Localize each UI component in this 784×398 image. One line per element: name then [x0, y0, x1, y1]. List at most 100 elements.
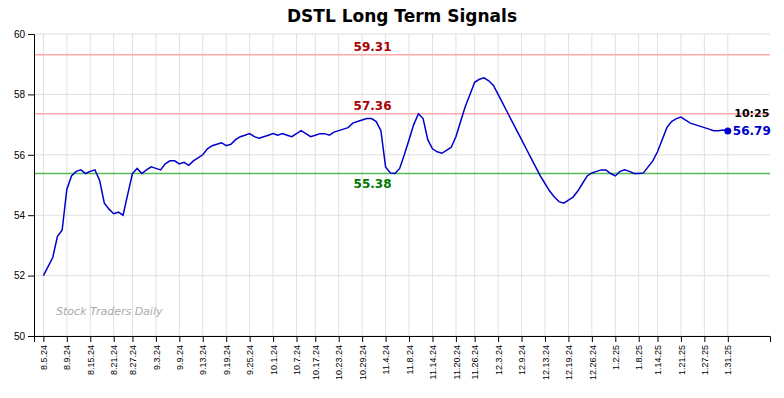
x-tick: 9.19.24: [222, 336, 232, 375]
x-tick-label: 11.20.24: [452, 345, 462, 379]
x-axis-line: [35, 337, 771, 343]
x-tick-label: 12.3.24: [494, 345, 504, 375]
grid-line: [155, 34, 156, 336]
x-tick-mark: [456, 336, 457, 342]
x-tick-label: 1.21.25: [677, 345, 687, 375]
y-tick-mark: [28, 94, 34, 95]
x-tick-label: 10.1.24: [269, 345, 279, 375]
grid-line: [179, 34, 180, 336]
reference-label: 57.36: [354, 99, 392, 113]
grid-line: [43, 34, 44, 336]
grid: [34, 34, 770, 336]
x-tick-label: 1.31.25: [723, 345, 733, 375]
x-tick: 9.25.24: [245, 336, 255, 375]
x-tick: 12.19.24: [564, 336, 574, 380]
x-tick-label: 8.5.24: [39, 345, 49, 370]
grid-line: [638, 34, 639, 336]
y-tick: 50: [14, 331, 34, 342]
x-tick-label: 1.27.25: [700, 345, 710, 375]
x-tick-label: 8.15.24: [86, 345, 96, 375]
x-tick: 1.21.25: [677, 336, 687, 375]
x-tick: 10.17.24: [311, 336, 321, 380]
x-tick: 11.20.24: [452, 336, 462, 379]
reference-line: [34, 113, 770, 115]
chart: Stock Traders Daily8.5.248.9.248.15.248.…: [0, 0, 784, 398]
y-tick-mark: [28, 155, 34, 156]
x-tick: 1.8.25: [634, 336, 644, 370]
x-tick: 11.8.24: [405, 336, 415, 374]
x-tick-label: 9.25.24: [245, 345, 255, 375]
marks: [34, 55, 770, 276]
x-tick-label: 10.29.24: [358, 345, 368, 380]
x-tick-label: 11.14.24: [428, 345, 438, 379]
x-tick-mark: [615, 336, 616, 342]
grid-line: [34, 215, 770, 216]
grid-line: [498, 34, 499, 336]
x-tick: 1.31.25: [723, 336, 733, 375]
grid-line: [727, 34, 728, 336]
y-tick-mark: [28, 276, 34, 277]
x-tick-mark: [657, 336, 658, 342]
y-tick-label: 52: [14, 270, 26, 281]
x-tick: 12.9.24: [517, 336, 527, 375]
grid-line: [113, 34, 114, 336]
x-tick-mark: [704, 336, 705, 342]
x-tick: 1.14.25: [653, 336, 663, 375]
y-axis: 505254565860: [14, 29, 35, 342]
x-tick-mark: [475, 336, 476, 342]
x-tick-mark: [681, 336, 682, 342]
last-point: [724, 127, 731, 134]
x-tick-mark: [545, 336, 546, 342]
x-tick-mark: [250, 336, 251, 342]
x-tick-mark: [362, 336, 363, 342]
reference-line: [34, 54, 770, 56]
x-axis: 8.5.248.9.248.15.248.21.248.27.249.3.249…: [35, 336, 771, 380]
x-tick-label: 12.19.24: [564, 345, 574, 380]
x-tick: 11.14.24: [428, 336, 438, 379]
grid-line: [34, 34, 770, 35]
x-tick: 8.5.24: [39, 336, 49, 370]
y-tick-label: 58: [14, 89, 26, 100]
grid-line: [704, 34, 705, 336]
title: DSTL Long Term Signals: [287, 6, 517, 26]
x-tick-mark: [522, 336, 523, 342]
x-tick-mark: [498, 336, 499, 342]
grid-line: [568, 34, 569, 336]
x-tick: 12.3.24: [494, 336, 504, 375]
grid-line: [34, 154, 770, 155]
x-tick-label: 8.21.24: [109, 345, 119, 375]
grid-line: [66, 34, 67, 336]
price-line: [43, 78, 727, 276]
x-tick: 8.27.24: [128, 336, 138, 375]
x-tick-mark: [67, 336, 68, 342]
x-tick-label: 11.8.24: [405, 345, 415, 374]
x-tick-label: 9.19.24: [222, 345, 232, 375]
x-tick: 9.9.24: [175, 336, 185, 370]
x-tick-mark: [592, 336, 593, 342]
x-tick-mark: [132, 336, 133, 342]
grid-line: [226, 34, 227, 336]
grid-line: [409, 34, 410, 336]
y-tick-label: 60: [14, 29, 26, 40]
x-tick-mark: [297, 336, 298, 342]
grid-line: [202, 34, 203, 336]
grid-line: [273, 34, 274, 336]
y-tick: 52: [14, 270, 34, 281]
last-price: 56.79: [733, 124, 771, 138]
grid-line: [90, 34, 91, 336]
x-tick: 8.15.24: [86, 336, 96, 375]
x-tick: 10.29.24: [358, 336, 368, 380]
x-tick: 12.26.24: [588, 336, 598, 380]
x-tick: 10.7.24: [292, 336, 302, 375]
y-tick-mark: [28, 215, 34, 216]
grid-line: [249, 34, 250, 336]
x-tick-mark: [639, 336, 640, 342]
x-tick-mark: [203, 336, 204, 342]
x-tick-label: 10.17.24: [311, 345, 321, 380]
y-tick: 60: [14, 29, 34, 40]
x-tick-mark: [114, 336, 115, 342]
x-tick-mark: [90, 336, 91, 342]
x-tick-label: 1.2.25: [611, 345, 621, 370]
x-tick-mark: [409, 336, 410, 342]
x-tick-label: 9.9.24: [175, 345, 185, 370]
